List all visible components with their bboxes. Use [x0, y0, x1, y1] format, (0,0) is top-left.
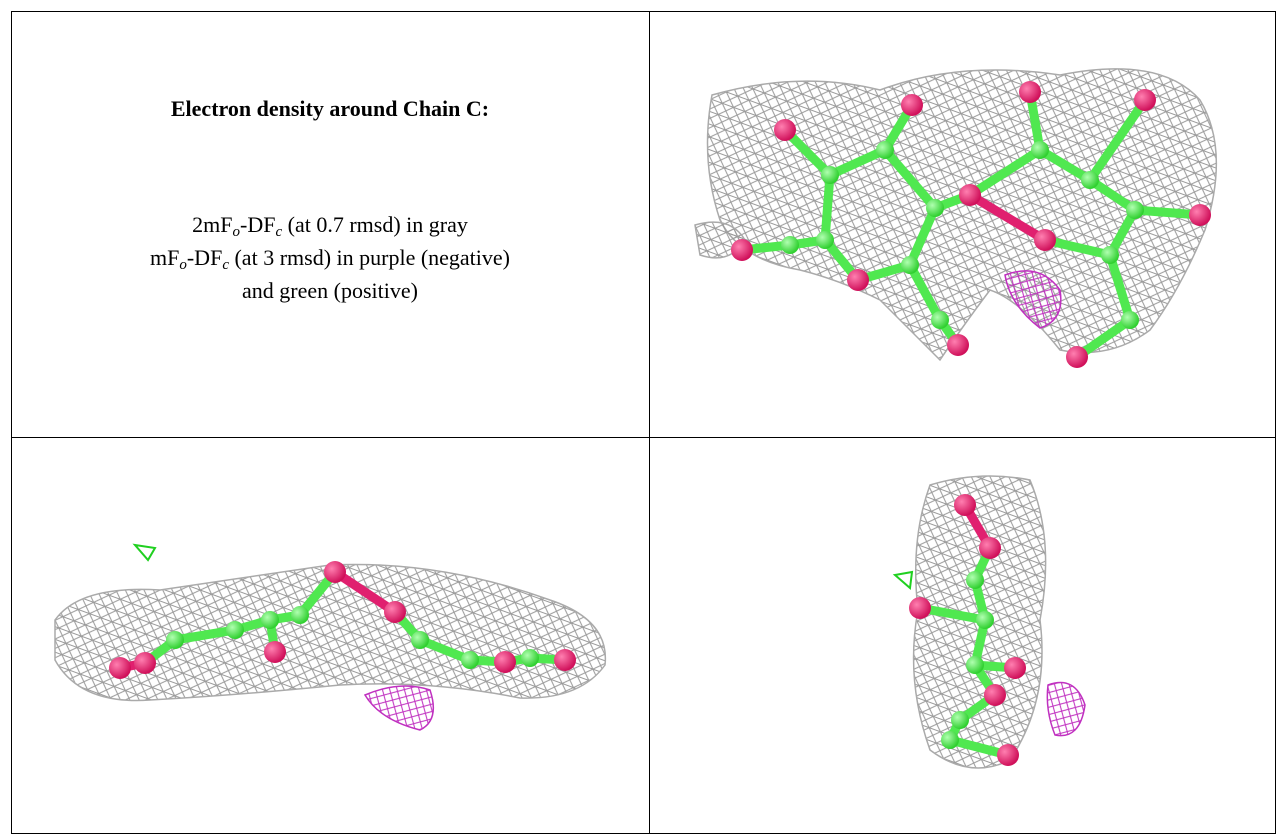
caption-text: and green (positive): [242, 278, 418, 303]
carbon-atom: [226, 621, 244, 639]
carbon-atom: [926, 199, 944, 217]
positive-density: [132, 543, 157, 562]
carbon-atom: [1081, 171, 1099, 189]
oxygen-atom: [494, 651, 516, 673]
bond: [905, 203, 940, 270]
carbon-atom: [816, 231, 834, 249]
carbon-atom: [941, 731, 959, 749]
oxygen-atom: [1004, 657, 1026, 679]
density-mesh: [706, 68, 1218, 362]
caption-line: and green (positive): [12, 278, 648, 304]
caption-line: 2mFo-DFc (at 0.7 rmsd) in gray: [12, 212, 648, 240]
carbon-atom: [461, 651, 479, 669]
subscript: c: [222, 257, 229, 273]
carbon-atom: [876, 141, 894, 159]
oxygen-atom: [134, 652, 156, 674]
bond: [820, 170, 835, 245]
bond: [965, 190, 1050, 245]
density-mesh: [1004, 270, 1062, 329]
caption-text: 2mF: [192, 212, 233, 237]
carbon-atom: [951, 711, 969, 729]
carbon-atom: [291, 606, 309, 624]
carbon-atom: [1121, 311, 1139, 329]
oxygen-atom: [1034, 229, 1056, 251]
carbon-atom: [931, 311, 949, 329]
bond: [880, 145, 940, 213]
carbon-atom: [1031, 141, 1049, 159]
bond: [1085, 175, 1140, 215]
carbon-atom: [166, 631, 184, 649]
bond: [915, 603, 990, 625]
oxygen-atom: [1066, 346, 1088, 368]
oxygen-atom: [324, 561, 346, 583]
carbon-atom: [261, 611, 279, 629]
bond: [1085, 95, 1150, 185]
oxygen-atom: [554, 649, 576, 671]
carbon-atom: [966, 656, 984, 674]
bond: [905, 260, 945, 325]
bond: [170, 625, 240, 645]
oxygen-atom: [959, 184, 981, 206]
oxygen-atom: [264, 641, 286, 663]
oxygen-atom: [984, 684, 1006, 706]
oxygen-atom: [947, 334, 969, 356]
carbon-atom: [521, 649, 539, 667]
caption-text: (at 0.7 rmsd) in gray: [282, 212, 468, 237]
carbon-atom: [821, 166, 839, 184]
caption-text: -DF: [240, 212, 276, 237]
oxygen-atom: [384, 601, 406, 623]
bond: [825, 145, 890, 180]
bond: [1040, 235, 1115, 260]
bond: [330, 567, 400, 617]
caption-text: (at 3 rmsd) in purple (negative): [228, 245, 510, 270]
density-mesh: [363, 685, 435, 731]
oxygen-atom: [979, 537, 1001, 559]
bond: [1035, 145, 1095, 185]
caption-text: -DF: [186, 245, 223, 270]
oxygen-atom: [997, 744, 1019, 766]
oxygen-atom: [1134, 89, 1156, 111]
caption-title: Electron density around Chain C:: [170, 96, 490, 121]
bond: [965, 145, 1045, 200]
carbon-atom: [411, 631, 429, 649]
carbon-atom: [1101, 246, 1119, 264]
subscript: o: [179, 257, 187, 273]
carbon-atom: [781, 236, 799, 254]
caption-text: mF: [150, 245, 180, 270]
oxygen-atom: [909, 597, 931, 619]
density-panels: [54, 68, 1218, 769]
oxygen-atom: [954, 494, 976, 516]
oxygen-atom: [901, 94, 923, 116]
oxygen-atom: [774, 119, 796, 141]
oxygen-atom: [731, 239, 753, 261]
subscript: o: [232, 224, 241, 240]
density-mesh: [1046, 681, 1086, 737]
positive-density: [892, 570, 914, 590]
carbon-atom: [901, 256, 919, 274]
oxygen-atom: [1019, 81, 1041, 103]
caption-line: mFo-DFc (at 3 rmsd) in purple (negative): [12, 245, 648, 273]
oxygen-atom: [847, 269, 869, 291]
oxygen-atom: [109, 657, 131, 679]
oxygen-atom: [1189, 204, 1211, 226]
carbon-atom: [1126, 201, 1144, 219]
subscript: c: [275, 224, 283, 240]
bond: [1105, 250, 1135, 325]
carbon-atom: [966, 571, 984, 589]
carbon-atom: [976, 611, 994, 629]
